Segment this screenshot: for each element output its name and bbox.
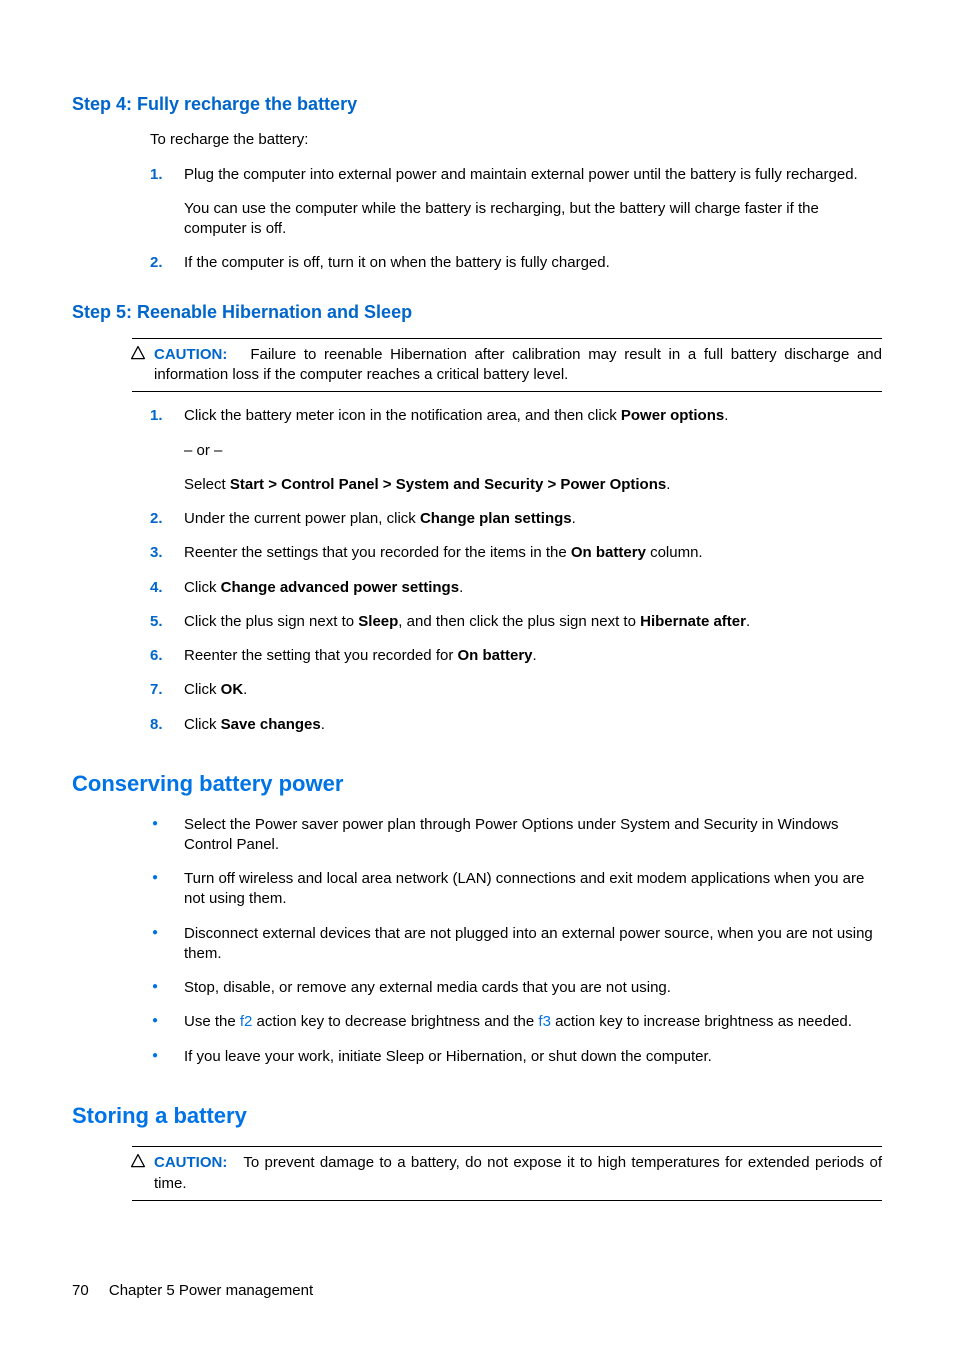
list-item: Turn off wireless and local area network… bbox=[150, 869, 882, 910]
list-number: 5. bbox=[150, 612, 163, 632]
caution-box: CAUTION: Failure to reenable Hibernation… bbox=[132, 338, 882, 393]
conserving-list: Select the Power saver power plan throug… bbox=[150, 815, 882, 1067]
list-number: 7. bbox=[150, 680, 163, 700]
list-item: 1. Plug the computer into external power… bbox=[150, 165, 882, 240]
conserving-title: Conserving battery power bbox=[72, 769, 882, 799]
list-item: Disconnect external devices that are not… bbox=[150, 924, 882, 965]
list-item: Use the f2 action key to decrease bright… bbox=[150, 1012, 882, 1032]
list-item: 8. Click Save changes. bbox=[150, 715, 882, 735]
list-item: 1. Click the battery meter icon in the n… bbox=[150, 406, 882, 495]
step5-title: Step 5: Reenable Hibernation and Sleep bbox=[72, 300, 882, 324]
body-text: You can use the computer while the batte… bbox=[184, 199, 882, 240]
caution-label: CAUTION: bbox=[154, 346, 227, 363]
caution-box: CAUTION: To prevent damage to a battery,… bbox=[132, 1146, 882, 1201]
list-number: 8. bbox=[150, 715, 163, 735]
caution-label: CAUTION: bbox=[154, 1154, 227, 1171]
list-number: 6. bbox=[150, 646, 163, 666]
body-text: Click the plus sign next to Sleep, and t… bbox=[184, 612, 882, 632]
storing-title: Storing a battery bbox=[72, 1101, 882, 1131]
step4-list: 1. Plug the computer into external power… bbox=[150, 165, 882, 274]
caution-text: Failure to reenable Hibernation after ca… bbox=[154, 346, 882, 383]
list-item: 6. Reenter the setting that you recorded… bbox=[150, 646, 882, 666]
list-item: Stop, disable, or remove any external me… bbox=[150, 978, 882, 998]
page-footer: 70 Chapter 5 Power management bbox=[72, 1281, 882, 1301]
list-item: If you leave your work, initiate Sleep o… bbox=[150, 1047, 882, 1067]
body-text: Plug the computer into external power an… bbox=[184, 165, 882, 185]
list-number: 3. bbox=[150, 543, 163, 563]
list-item: 7. Click OK. bbox=[150, 680, 882, 700]
body-text: Reenter the settings that you recorded f… bbox=[184, 543, 882, 563]
body-text: Under the current power plan, click Chan… bbox=[184, 509, 882, 529]
caution-text: To prevent damage to a battery, do not e… bbox=[154, 1154, 882, 1191]
body-text: Click the battery meter icon in the noti… bbox=[184, 406, 882, 426]
step4-intro: To recharge the battery: bbox=[150, 130, 882, 150]
caution-icon bbox=[130, 1153, 146, 1169]
list-number: 4. bbox=[150, 578, 163, 598]
list-item: Select the Power saver power plan throug… bbox=[150, 815, 882, 856]
list-number: 1. bbox=[150, 406, 163, 426]
list-number: 2. bbox=[150, 509, 163, 529]
body-text: – or – bbox=[184, 441, 882, 461]
list-number: 2. bbox=[150, 253, 163, 273]
body-text: Click Change advanced power settings. bbox=[184, 578, 882, 598]
chapter-label: Chapter 5 Power management bbox=[109, 1282, 313, 1299]
list-item: 3. Reenter the settings that you recorde… bbox=[150, 543, 882, 563]
body-text: If the computer is off, turn it on when … bbox=[184, 253, 882, 273]
list-item: 5. Click the plus sign next to Sleep, an… bbox=[150, 612, 882, 632]
caution-icon bbox=[130, 345, 146, 361]
list-item: 4. Click Change advanced power settings. bbox=[150, 578, 882, 598]
body-text: Click OK. bbox=[184, 680, 882, 700]
body-text: Reenter the setting that you recorded fo… bbox=[184, 646, 882, 666]
body-text: Click Save changes. bbox=[184, 715, 882, 735]
step4-title: Step 4: Fully recharge the battery bbox=[72, 92, 882, 116]
list-item: 2. If the computer is off, turn it on wh… bbox=[150, 253, 882, 273]
body-text: Select Start > Control Panel > System an… bbox=[184, 475, 882, 495]
step5-list: 1. Click the battery meter icon in the n… bbox=[150, 406, 882, 735]
list-item: 2. Under the current power plan, click C… bbox=[150, 509, 882, 529]
list-number: 1. bbox=[150, 165, 163, 185]
page-number: 70 bbox=[72, 1281, 89, 1301]
